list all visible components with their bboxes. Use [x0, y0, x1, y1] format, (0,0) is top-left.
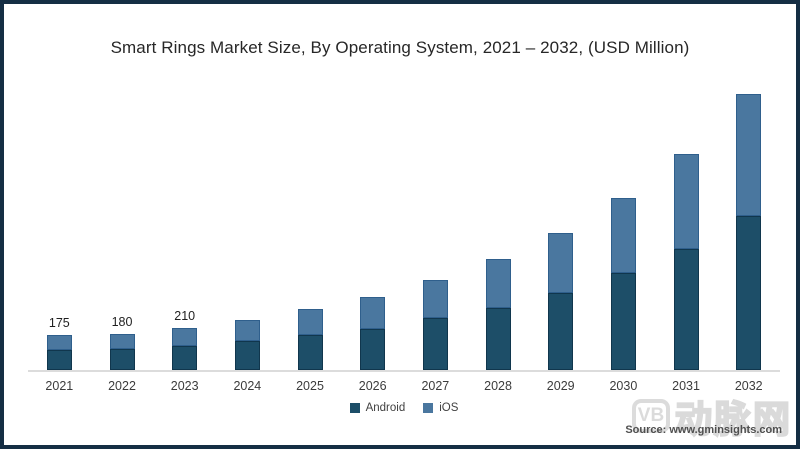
android-segment-2030 [610, 273, 636, 370]
android-segment-2029 [548, 293, 574, 370]
x-tick-label-2024: 2024 [233, 379, 262, 393]
bar-2024 [234, 320, 260, 370]
x-tick-label-2027: 2027 [421, 379, 450, 393]
bar-2028 [485, 259, 511, 370]
legend-swatch-icon [349, 403, 360, 413]
ios-segment-2027 [422, 280, 448, 318]
x-tick-label-2031: 2031 [672, 379, 700, 393]
bar-column-2032 [717, 80, 780, 370]
bar-2030 [610, 198, 636, 370]
bar-column-2028 [467, 80, 530, 370]
value-label-2023: 210 [174, 309, 196, 323]
x-tick-label-2023: 2023 [170, 379, 199, 393]
android-segment-2025 [297, 335, 323, 370]
x-tick-label-2025: 2025 [296, 379, 324, 393]
android-segment-2031 [673, 249, 699, 370]
ios-segment-2022 [109, 334, 135, 349]
bars-row: 175 180 210 [28, 80, 780, 372]
x-tick-label-2030: 2030 [609, 379, 638, 393]
x-tick-label-2021: 2021 [45, 379, 74, 393]
bar-2032 [736, 94, 762, 370]
x-tick-label-2032: 2032 [734, 379, 763, 393]
android-segment-2022 [109, 349, 135, 370]
ios-segment-2029 [548, 233, 574, 293]
android-segment-2032 [736, 216, 762, 370]
legend-swatch-icon [423, 403, 434, 413]
android-segment-2023 [172, 346, 198, 370]
legend-label: iOS [439, 402, 459, 414]
bar-2029 [548, 233, 574, 370]
years-row: 2021 2022 2023 2024 2025 2026 2027 2028 2029 2030… [28, 372, 780, 393]
ios-segment-2021 [46, 335, 72, 350]
legend-label: Android [365, 402, 406, 414]
android-segment-2028 [485, 308, 511, 370]
x-tick-label-2028: 2028 [484, 379, 512, 393]
ios-segment-2031 [673, 154, 699, 249]
bar-2021 [46, 335, 72, 370]
plot-area: 175 180 210 2021 2022 2023 2024 2025 2026 2027 20… [28, 80, 780, 414]
ios-segment-2024 [234, 320, 260, 341]
value-label-2022: 180 [111, 315, 133, 329]
android-segment-2026 [360, 329, 386, 370]
bar-column-2027 [404, 80, 467, 370]
legend-item-ios: iOS [423, 402, 458, 414]
bar-column-2024 [216, 80, 279, 370]
bar-2027 [422, 280, 448, 370]
bar-column-2026 [341, 80, 404, 370]
legend: Android iOS [28, 402, 780, 414]
bar-column-2031 [655, 80, 718, 370]
bar-column-2030 [592, 80, 655, 370]
source-label: Source: www.gminsights.com [625, 424, 782, 436]
bar-2023 [172, 328, 198, 370]
bar-2026 [360, 297, 386, 370]
bar-column-2022: 180 [91, 80, 154, 370]
bar-column-2021: 175 [28, 80, 91, 370]
bar-2025 [297, 309, 323, 370]
x-tick-label-2029: 2029 [546, 379, 575, 393]
ios-segment-2032 [736, 94, 762, 216]
ios-segment-2025 [297, 309, 323, 335]
ios-segment-2023 [172, 328, 198, 346]
ios-segment-2028 [485, 259, 511, 308]
value-label-2021: 175 [48, 316, 70, 330]
android-segment-2021 [46, 350, 72, 370]
android-segment-2024 [234, 341, 260, 370]
legend-item-android: Android [349, 402, 406, 414]
bar-column-2029 [529, 80, 592, 370]
bar-2022 [109, 334, 135, 370]
android-segment-2027 [422, 318, 448, 370]
x-tick-label-2022: 2022 [108, 379, 136, 393]
chart-title: Smart Rings Market Size, By Operating Sy… [110, 38, 690, 57]
x-tick-label-2026: 2026 [358, 379, 387, 393]
ios-segment-2026 [360, 297, 386, 329]
bar-column-2023: 210 [153, 80, 216, 370]
bar-column-2025 [279, 80, 342, 370]
ios-segment-2030 [610, 198, 636, 273]
bar-2031 [673, 154, 699, 370]
